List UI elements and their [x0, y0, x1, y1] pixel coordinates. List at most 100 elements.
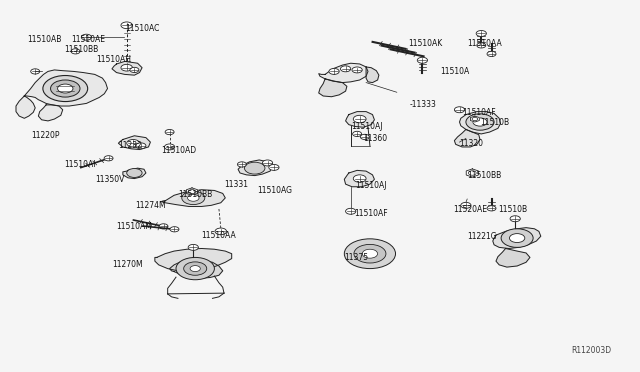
Circle shape: [487, 206, 496, 211]
Polygon shape: [496, 248, 530, 267]
Polygon shape: [470, 116, 479, 122]
Polygon shape: [38, 105, 63, 121]
Circle shape: [346, 208, 356, 214]
Polygon shape: [170, 260, 223, 278]
Text: 11510AJ: 11510AJ: [355, 182, 387, 190]
Circle shape: [170, 227, 179, 232]
Circle shape: [476, 31, 486, 36]
Circle shape: [262, 160, 273, 166]
Text: 11510AJ: 11510AJ: [351, 122, 382, 131]
Text: 11510AA: 11510AA: [202, 231, 236, 240]
Circle shape: [353, 131, 362, 137]
Circle shape: [501, 229, 533, 247]
Polygon shape: [319, 79, 347, 97]
Text: 11510AF: 11510AF: [354, 209, 388, 218]
Circle shape: [188, 190, 196, 193]
Circle shape: [487, 51, 496, 57]
Polygon shape: [24, 70, 108, 106]
Circle shape: [353, 115, 366, 123]
Circle shape: [176, 257, 214, 280]
Circle shape: [188, 195, 199, 201]
Polygon shape: [319, 63, 368, 83]
Text: 11510AM: 11510AM: [116, 222, 152, 231]
Text: 11274M: 11274M: [136, 201, 166, 210]
Polygon shape: [238, 160, 272, 176]
Text: 11510AK: 11510AK: [408, 39, 443, 48]
Circle shape: [31, 69, 40, 74]
Circle shape: [360, 134, 369, 140]
Circle shape: [269, 164, 279, 170]
Circle shape: [71, 49, 80, 54]
Text: 11510B: 11510B: [480, 118, 509, 126]
Text: 11221G: 11221G: [467, 232, 497, 241]
Circle shape: [182, 191, 205, 205]
Text: 11510B: 11510B: [498, 205, 527, 214]
Circle shape: [190, 266, 200, 272]
Circle shape: [215, 228, 227, 235]
Circle shape: [188, 244, 198, 250]
Circle shape: [417, 57, 428, 63]
Circle shape: [165, 129, 174, 135]
Text: 11510AD: 11510AD: [161, 146, 196, 155]
Text: 11510AG: 11510AG: [257, 186, 292, 195]
Polygon shape: [466, 169, 479, 177]
Polygon shape: [155, 248, 232, 272]
Polygon shape: [123, 168, 146, 179]
Text: 11510AH: 11510AH: [96, 55, 131, 64]
Circle shape: [340, 66, 351, 72]
Circle shape: [466, 114, 494, 130]
Text: 11510AC: 11510AC: [125, 24, 159, 33]
Polygon shape: [346, 112, 374, 127]
Circle shape: [43, 76, 88, 102]
Circle shape: [159, 224, 168, 229]
Circle shape: [104, 155, 113, 161]
Circle shape: [353, 175, 366, 182]
Text: 11520AE: 11520AE: [453, 205, 487, 214]
Text: 11232: 11232: [118, 141, 142, 150]
Circle shape: [237, 162, 246, 167]
Circle shape: [121, 22, 132, 29]
Text: 11510BB: 11510BB: [178, 190, 212, 199]
Circle shape: [510, 216, 520, 222]
Circle shape: [184, 262, 207, 275]
Circle shape: [51, 80, 80, 97]
Circle shape: [81, 34, 92, 40]
Polygon shape: [112, 61, 142, 75]
Polygon shape: [344, 170, 374, 187]
Text: 11510BB: 11510BB: [64, 45, 99, 54]
Circle shape: [127, 169, 142, 177]
Circle shape: [468, 171, 476, 175]
Polygon shape: [118, 136, 150, 150]
Text: 11331: 11331: [224, 180, 248, 189]
Text: 11360: 11360: [364, 134, 388, 143]
Text: R112003D: R112003D: [571, 346, 611, 355]
Polygon shape: [16, 96, 35, 118]
Text: 11510AI: 11510AI: [64, 160, 95, 169]
Polygon shape: [454, 129, 480, 147]
Circle shape: [473, 118, 487, 126]
Circle shape: [509, 234, 525, 243]
Circle shape: [362, 249, 378, 258]
Text: 11510AE: 11510AE: [72, 35, 106, 44]
Circle shape: [244, 162, 265, 174]
Circle shape: [354, 244, 386, 263]
Polygon shape: [460, 112, 500, 134]
Text: 11510BB: 11510BB: [467, 171, 502, 180]
Polygon shape: [493, 228, 541, 248]
Polygon shape: [366, 67, 379, 83]
Text: 11270M: 11270M: [112, 260, 143, 269]
Text: 11510A: 11510A: [440, 67, 470, 76]
Circle shape: [352, 67, 362, 73]
Circle shape: [127, 140, 140, 147]
Text: 11510AB: 11510AB: [27, 35, 61, 44]
Circle shape: [344, 239, 396, 269]
Circle shape: [472, 118, 477, 121]
Circle shape: [329, 68, 339, 74]
Polygon shape: [186, 188, 198, 195]
Circle shape: [58, 84, 73, 93]
Text: 11510AA: 11510AA: [467, 39, 502, 48]
Circle shape: [454, 107, 465, 113]
Circle shape: [477, 43, 486, 48]
Text: -11333: -11333: [410, 100, 436, 109]
Circle shape: [130, 67, 139, 73]
